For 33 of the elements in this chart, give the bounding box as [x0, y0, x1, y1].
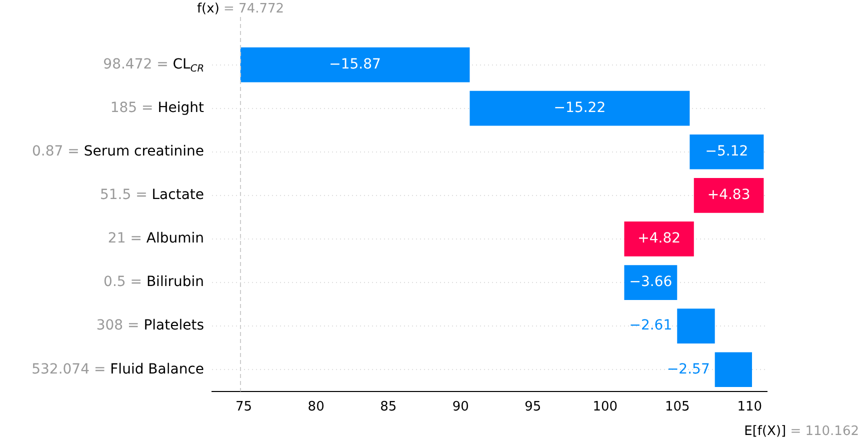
- bar: [624, 222, 694, 256]
- x-tick-label: 100: [592, 400, 618, 415]
- text: E[f(X)] = 110.162: [744, 424, 859, 439]
- data-label: +4.82: [638, 230, 681, 247]
- data-label: −3.66: [629, 274, 672, 290]
- x-tick-label: 95: [524, 400, 542, 415]
- data-label: +4.83: [707, 187, 750, 204]
- x-tick-label: 90: [452, 400, 469, 415]
- x-tick-label: 105: [664, 400, 690, 415]
- ref-line-label: f(x) = 74.772: [196, 1, 284, 16]
- x-tick-label: 75: [236, 400, 252, 415]
- y-tick-label: 0.87 = Serum creatinine: [32, 144, 204, 160]
- y-tick-label: 532.074 = Fluid Balance: [32, 361, 204, 378]
- y-tick-label: 21 = Albumin: [108, 230, 204, 247]
- x-tick-label: 110: [737, 400, 762, 415]
- data-label: −2.57: [666, 361, 710, 378]
- y-tick-label: 0.5 = Bilirubin: [104, 274, 204, 290]
- data-label: −2.61: [629, 318, 672, 334]
- bar: [240, 47, 470, 82]
- y-tick-label: 308 = Platelets: [96, 318, 204, 334]
- data-label: −15.22: [554, 100, 606, 116]
- bar: [470, 90, 690, 126]
- bar: [694, 178, 764, 213]
- y-tick-label: 51.5 = Lactate: [100, 187, 204, 204]
- x-tick-label: 85: [380, 400, 397, 415]
- bar: [677, 308, 715, 344]
- data-label: −5.12: [705, 144, 748, 160]
- x-tick-label: 80: [308, 400, 324, 415]
- bar: [714, 352, 752, 388]
- bar: [690, 134, 764, 170]
- data-label: −15.87: [329, 56, 381, 72]
- bar: [624, 265, 678, 300]
- y-tick-label: 185 = Height: [110, 100, 205, 116]
